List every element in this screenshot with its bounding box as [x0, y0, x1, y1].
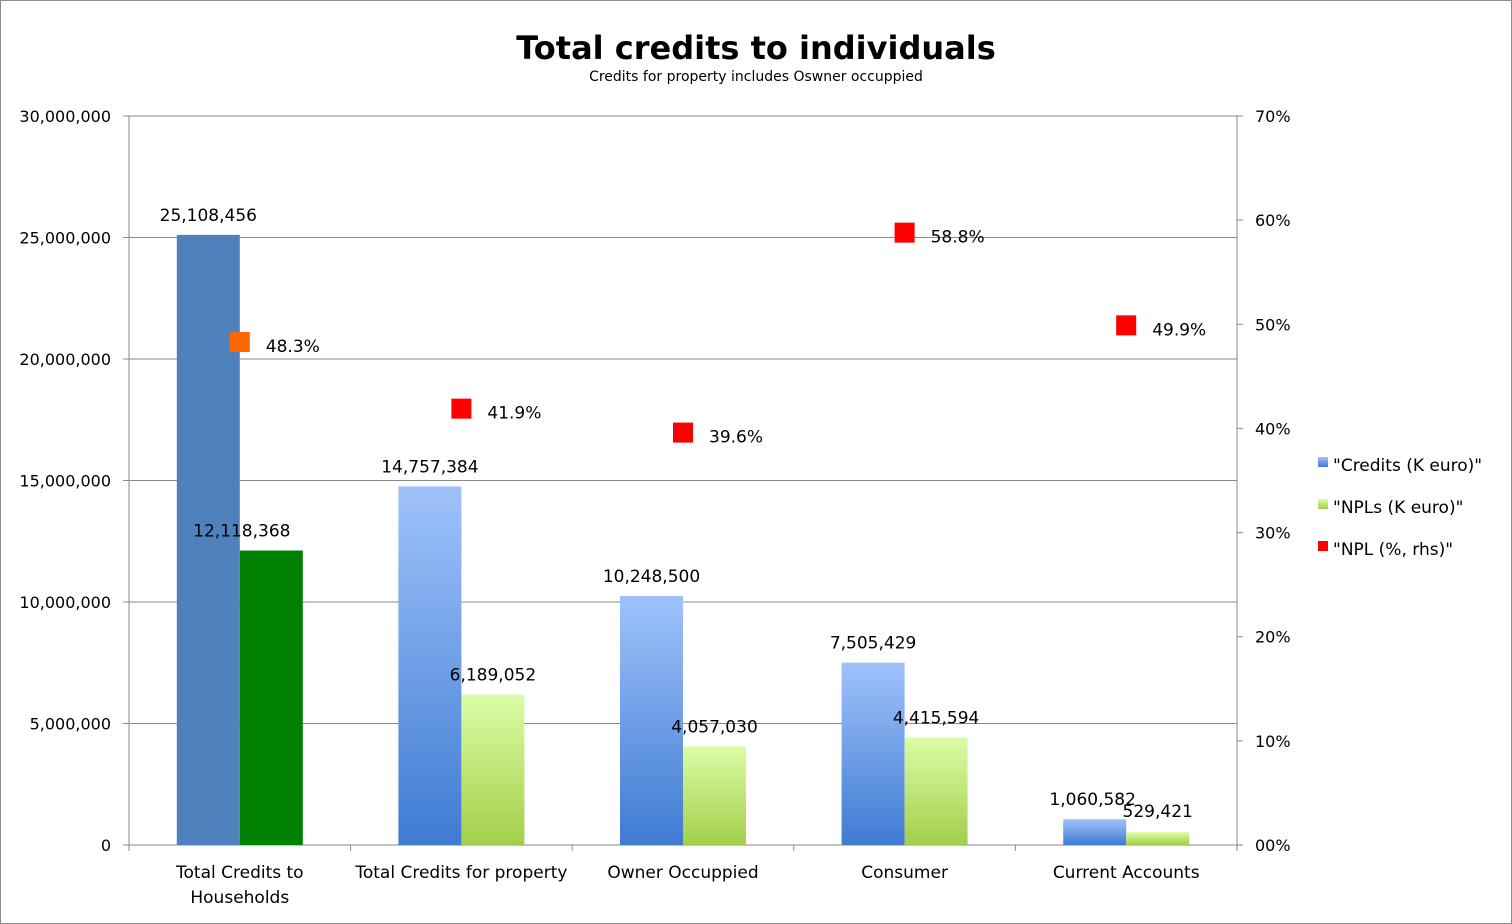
legend-label: "Credits (K euro)": [1333, 456, 1482, 476]
data-label-credits: 7,505,429: [830, 634, 917, 654]
y2-tick-label: 20%: [1255, 628, 1291, 647]
bar-credits: [176, 234, 240, 846]
y2-axis-ticks: 00% 10% 20% 30% 40% 50% 60% 70%: [1237, 107, 1291, 855]
data-label-npls: 529,421: [1123, 802, 1193, 822]
bar-npls: [683, 746, 746, 845]
data-label-credits: 25,108,456: [160, 206, 257, 226]
data-label-npl-pct: 48.3%: [266, 337, 320, 357]
bar-credits: [398, 486, 462, 845]
y-tick-label: 15,000,000: [19, 472, 111, 491]
y-tick-label: 10,000,000: [19, 593, 111, 612]
y-tick-label: 5,000,000: [30, 715, 111, 734]
y-tick-label: 0: [101, 836, 111, 855]
category-label: Total Credits to: [175, 863, 304, 883]
y2-tick-label: 70%: [1255, 107, 1291, 126]
data-label-npl-pct: 49.9%: [1152, 320, 1206, 340]
gridlines: [129, 115, 1237, 724]
category-labels: Total Credits to Households Total Credits …: [175, 863, 1200, 908]
npl-pct-marker: [451, 398, 472, 419]
y-tick-label: 25,000,000: [19, 229, 111, 248]
y2-tick-label: 30%: [1255, 524, 1291, 543]
npl-pct-marker: [229, 331, 250, 352]
data-label-credits: 14,757,384: [381, 457, 478, 477]
y2-tick-label: 00%: [1255, 836, 1291, 855]
y2-tick-label: 40%: [1255, 419, 1291, 438]
category-label: Total Credits for property: [354, 863, 567, 883]
data-label-npl-pct: 39.6%: [709, 428, 763, 448]
data-label-npls: 4,057,030: [671, 717, 758, 737]
data-labels: 25,108,456 12,118,368 48.3% 14,757,384 6,189…: [160, 206, 1207, 822]
y2-tick-label: 10%: [1255, 732, 1291, 751]
category-label: Households: [190, 888, 289, 908]
bar-npls: [239, 550, 303, 845]
data-label-npls: 4,415,594: [893, 709, 980, 729]
data-label-credits: 10,248,500: [603, 567, 700, 587]
bar-credits: [841, 662, 905, 845]
chart-subtitle: Credits for property includes Oswner occ…: [589, 69, 923, 85]
data-label-npl-pct: 58.8%: [931, 228, 985, 248]
chart-title: Total credits to individuals: [516, 29, 996, 67]
bar-npls: [904, 737, 968, 845]
legend-swatch: [1318, 457, 1328, 467]
npl-pct-marker: [1116, 315, 1137, 336]
y2-tick-label: 60%: [1255, 211, 1291, 230]
data-label-npls: 12,118,368: [193, 522, 290, 542]
category-label: Current Accounts: [1053, 863, 1200, 883]
npl-markers: [229, 222, 1137, 443]
data-label-npls: 6,189,052: [450, 666, 537, 686]
bar-credits: [620, 595, 683, 845]
bars: [176, 234, 1190, 846]
y-tick-label: 20,000,000: [19, 350, 111, 369]
legend-swatch: [1318, 499, 1328, 509]
legend-swatch: [1318, 541, 1328, 551]
y-axis-ticks: 0 5,000,000 10,000,000 15,000,000 20,000,000…: [19, 107, 129, 855]
data-label-credits: 1,060,582: [1049, 790, 1136, 810]
bar-npls: [461, 694, 525, 845]
y2-tick-label: 50%: [1255, 315, 1291, 334]
legend: "Credits (K euro)" "NPLs (K euro)" "NPL (%…: [1318, 456, 1482, 560]
category-label: Consumer: [861, 863, 948, 883]
category-label: Owner Occuppied: [607, 863, 758, 883]
y-tick-label: 30,000,000: [19, 107, 111, 126]
npl-pct-marker: [673, 422, 693, 443]
data-label-npl-pct: 41.9%: [487, 404, 541, 424]
bar-npls: [1126, 832, 1190, 845]
bar-credits: [1063, 819, 1127, 845]
npl-pct-marker: [894, 222, 915, 243]
legend-label: "NPLs (K euro)": [1333, 498, 1463, 518]
legend-label: "NPL (%, rhs)": [1333, 540, 1453, 560]
